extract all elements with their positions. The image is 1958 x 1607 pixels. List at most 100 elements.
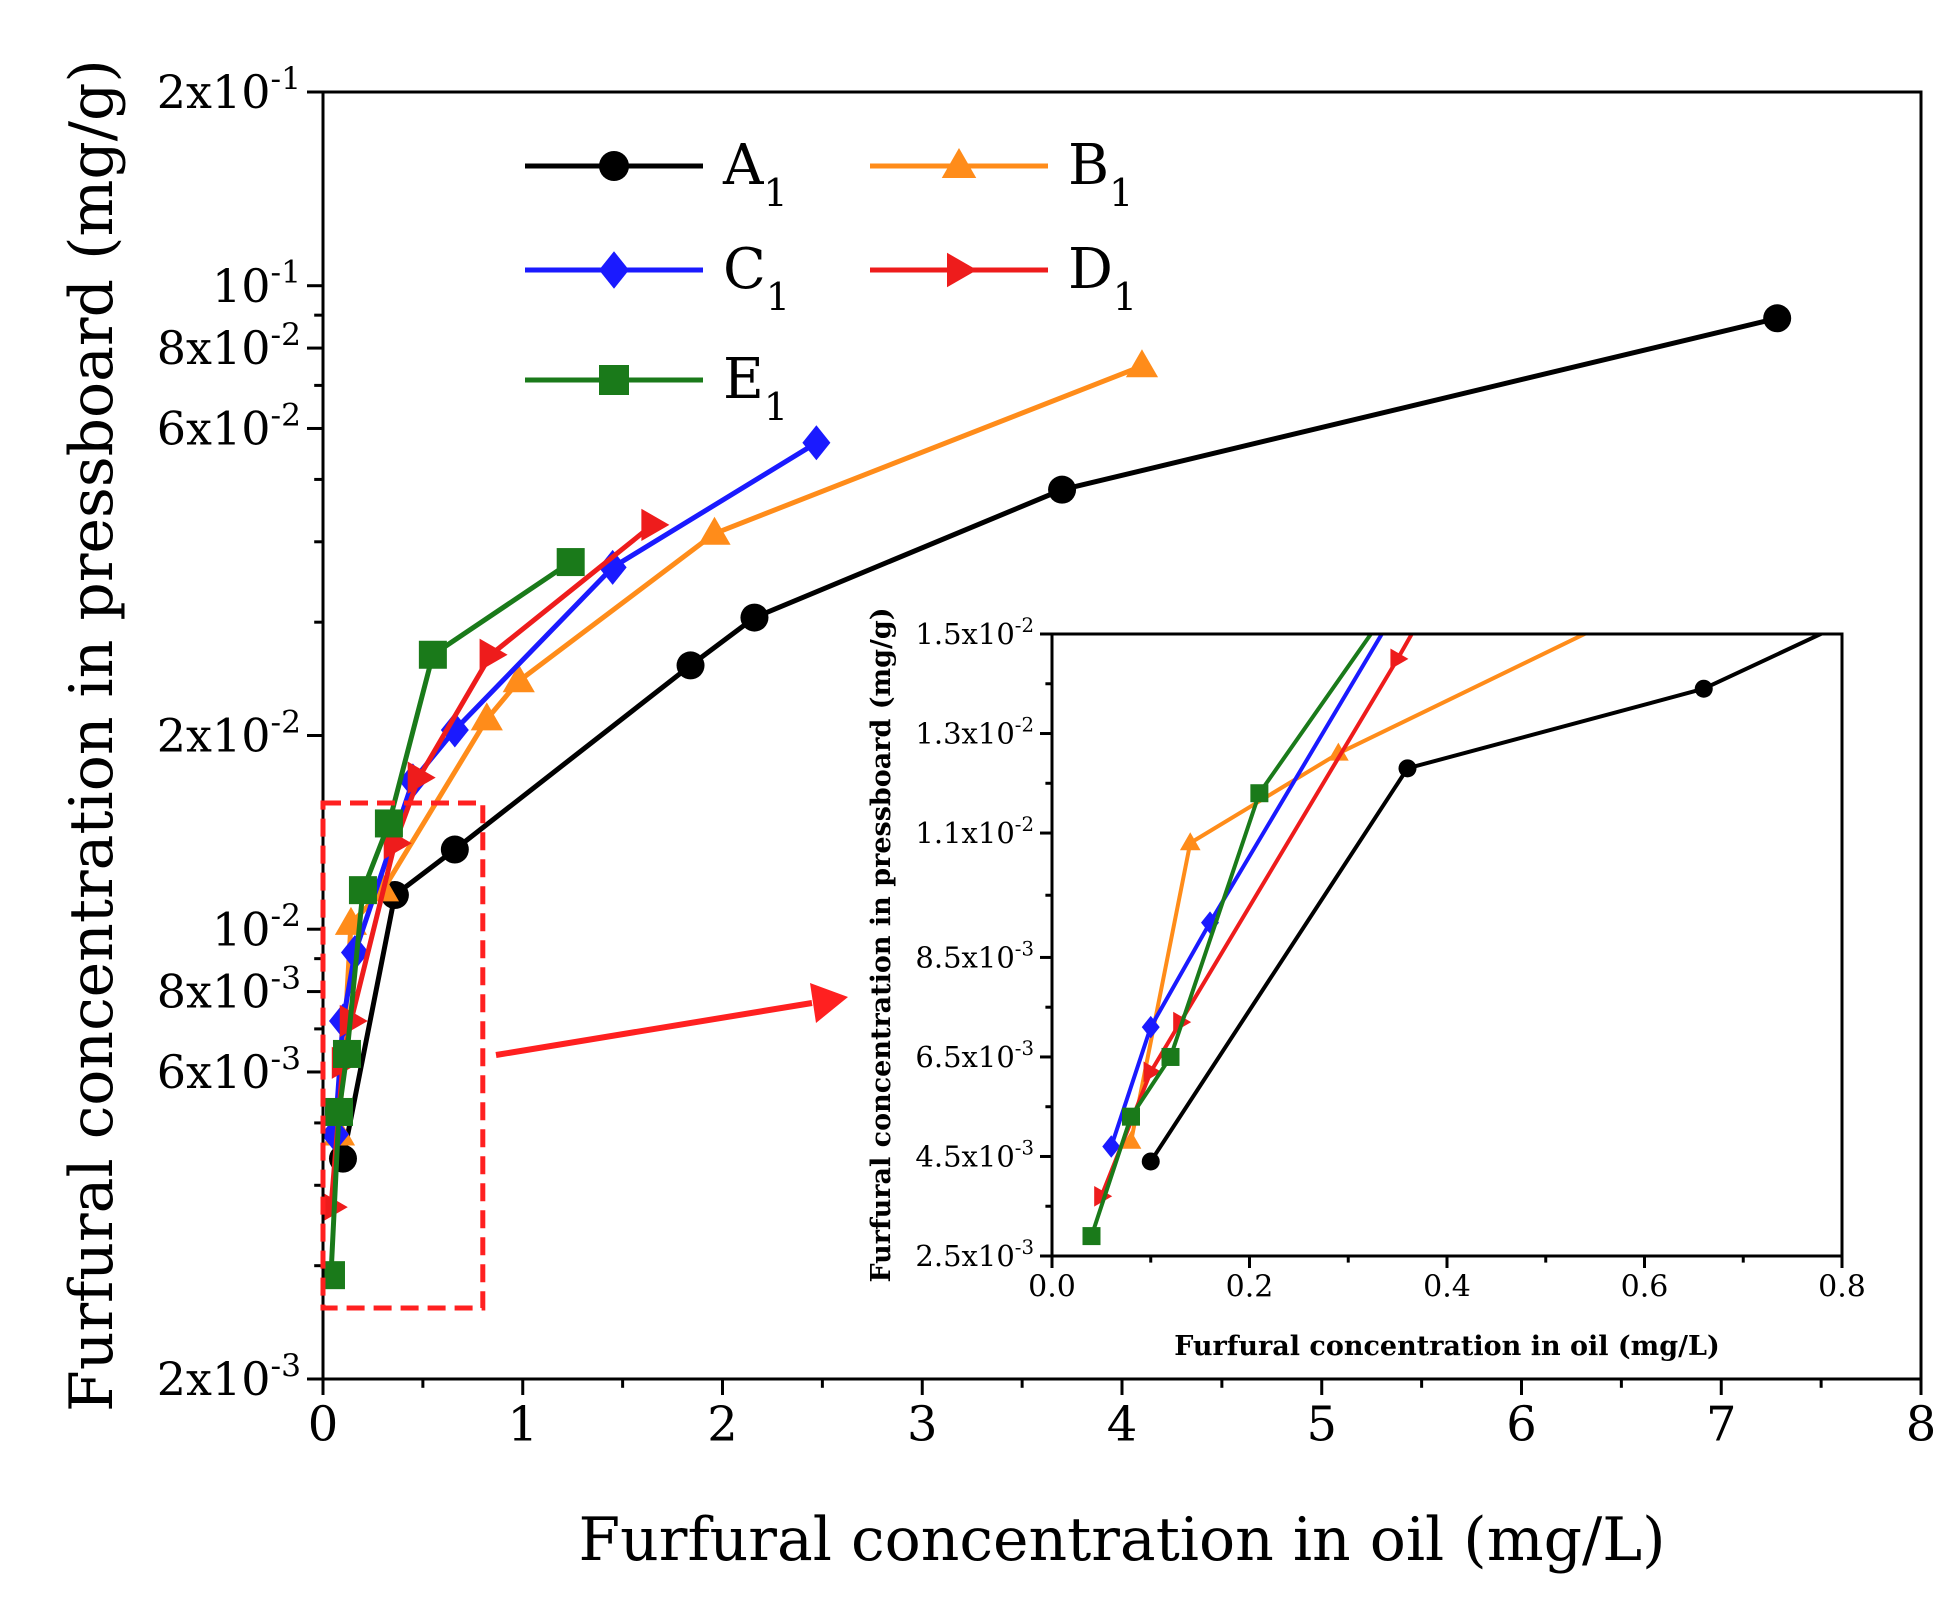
main-x-tick-label: 3 [907,1397,938,1453]
inset-x-tick-label: 0.6 [1621,1270,1669,1305]
main-series-E1 [323,548,585,1290]
main-data-point [641,508,670,541]
main-data-point [332,1039,361,1068]
inset-y-tick-label: 2.5x10-3 [915,1236,1034,1273]
inset-x-tick-label: 0.4 [1423,1270,1471,1305]
legend-item-C1: C1 [525,237,790,319]
main-data-point [323,1261,345,1290]
main-y-tick-label: 2x10-1 [157,61,301,119]
inset-data-point [1143,1061,1162,1083]
main-data-point [418,640,447,669]
inset-y-tick-label: 6.5x10-3 [915,1037,1034,1074]
main-x-tick-label: 1 [507,1397,538,1453]
legend: A1 B1 C1 D1 E1 [525,133,1137,429]
legend-item-D1: D1 [870,237,1137,319]
main-data-point [502,664,535,693]
main-y-tick-label: 8x10-3 [157,960,301,1018]
inset-data-point [1179,832,1201,851]
main-data-point [339,1004,368,1038]
main-data-point [479,638,508,671]
main-data-point [374,809,403,838]
main-y-tick-label: 6x10-2 [157,397,301,455]
main-x-tick-label: 6 [1506,1397,1537,1453]
main-data-point [440,712,469,748]
legend-marker [599,151,629,181]
main-series-B1 [323,349,1159,1146]
inset-data-point [1141,1015,1160,1039]
main-y-tick-label: 2x10-3 [157,1348,301,1406]
main-y-tick-label: 2x10-2 [157,704,301,762]
zoom-indicator [320,800,848,1311]
inset-data-point [1250,784,1269,803]
zoom-arrow-head [810,983,848,1023]
main-x-tick-label: 5 [1306,1397,1337,1453]
legend-label: B1 [1068,133,1133,215]
main-y-tick-label: 10-1 [212,254,301,312]
legend-item-E1: E1 [525,347,788,429]
legend-marker [941,148,977,178]
legend-label: D1 [1068,237,1137,319]
main-data-point [348,876,377,905]
main-data-point [802,425,831,461]
main-y-tick-label: 10-2 [212,898,301,956]
inset-data-point [1082,1227,1101,1246]
main-data-point [324,1097,353,1126]
inset-data-point [1390,648,1409,670]
inset-data-point [1102,1135,1121,1158]
main-data-point [407,761,436,794]
inset-series-E1 [1082,615,1387,1246]
zoom-arrow-line [495,1000,813,1058]
inset-data-point [1122,1107,1140,1126]
inset-data-point [1369,615,1387,633]
main-series-line [336,363,1143,1135]
main-y-axis-title: Furfural concentration in pressboard (mg… [57,59,127,1412]
inset-x-tick-label: 0.2 [1226,1270,1274,1305]
legend-item-B1: B1 [870,133,1133,215]
legend-marker [599,365,629,395]
inset-x-tick-label: 0.0 [1028,1270,1076,1305]
main-data-point [598,549,627,585]
main-y-tick-label: 6x10-3 [157,1041,301,1099]
main-x-tick-label: 7 [1706,1397,1737,1453]
main-data-point [556,548,585,577]
inset-series-A1 [1141,634,1826,1171]
main-data-point [440,835,469,864]
inset-data-point [1120,1130,1142,1149]
inset-data-point [1141,1152,1160,1171]
inset-y-tick-label: 4.5x10-3 [915,1136,1034,1173]
inset-data-point [1398,759,1417,778]
inset-chart: 0.0 0.2 0.4 0.6 0.8 2.5x10-3 4.5x10-3 6.5x10-3 8… [866,607,1866,1362]
zoom-region-box [320,800,486,1311]
main-x-tick-label: 0 [308,1397,339,1453]
inset-data-point [1161,1047,1180,1066]
inset-x-axis-title: Furfural concentration in oil (mg/L) [1174,1331,1720,1362]
main-data-point [1763,304,1792,333]
main-data-point [740,603,769,632]
inset-background [1052,634,1842,1274]
legend-label: E1 [723,347,788,429]
main-y-tick-label: 8x10-2 [157,317,301,375]
main-data-point [676,651,705,680]
main-data-point [698,516,731,545]
inset-data-point [1328,742,1349,761]
inset-series-line [1109,634,1385,1148]
main-x-axis-title: Furfural concentration in oil (mg/L) [578,1505,1665,1575]
main-x-tick-label: 8 [1906,1397,1937,1453]
inset-y-axis-title: Furfural concentration in pressboard (mg… [866,607,897,1282]
legend-marker [947,252,977,288]
main-x-tick-label: 4 [1107,1397,1138,1453]
inset-y-tick-label: 8.5x10-3 [915,937,1034,974]
main-x-tick-label: 2 [707,1397,738,1453]
main-data-point [1125,349,1159,378]
inset-series-line [1149,634,1826,1163]
inset-y-tick-label: 1.1x10-2 [915,813,1034,850]
main-chart: 0 1 2 3 4 5 6 7 8 2x10-3 6x10-3 8x10-310-2 2x10-2 6x1… [57,59,1936,1575]
main-series-line [328,522,655,1208]
inset-y-tick-label: 1.5x10-2 [915,614,1034,651]
legend-marker [599,251,629,289]
main-data-point [470,702,503,731]
inset-x-tick-label: 0.8 [1818,1270,1866,1305]
inset-y-tick-label: 1.3x10-2 [915,713,1034,750]
legend-label: A1 [722,133,788,215]
